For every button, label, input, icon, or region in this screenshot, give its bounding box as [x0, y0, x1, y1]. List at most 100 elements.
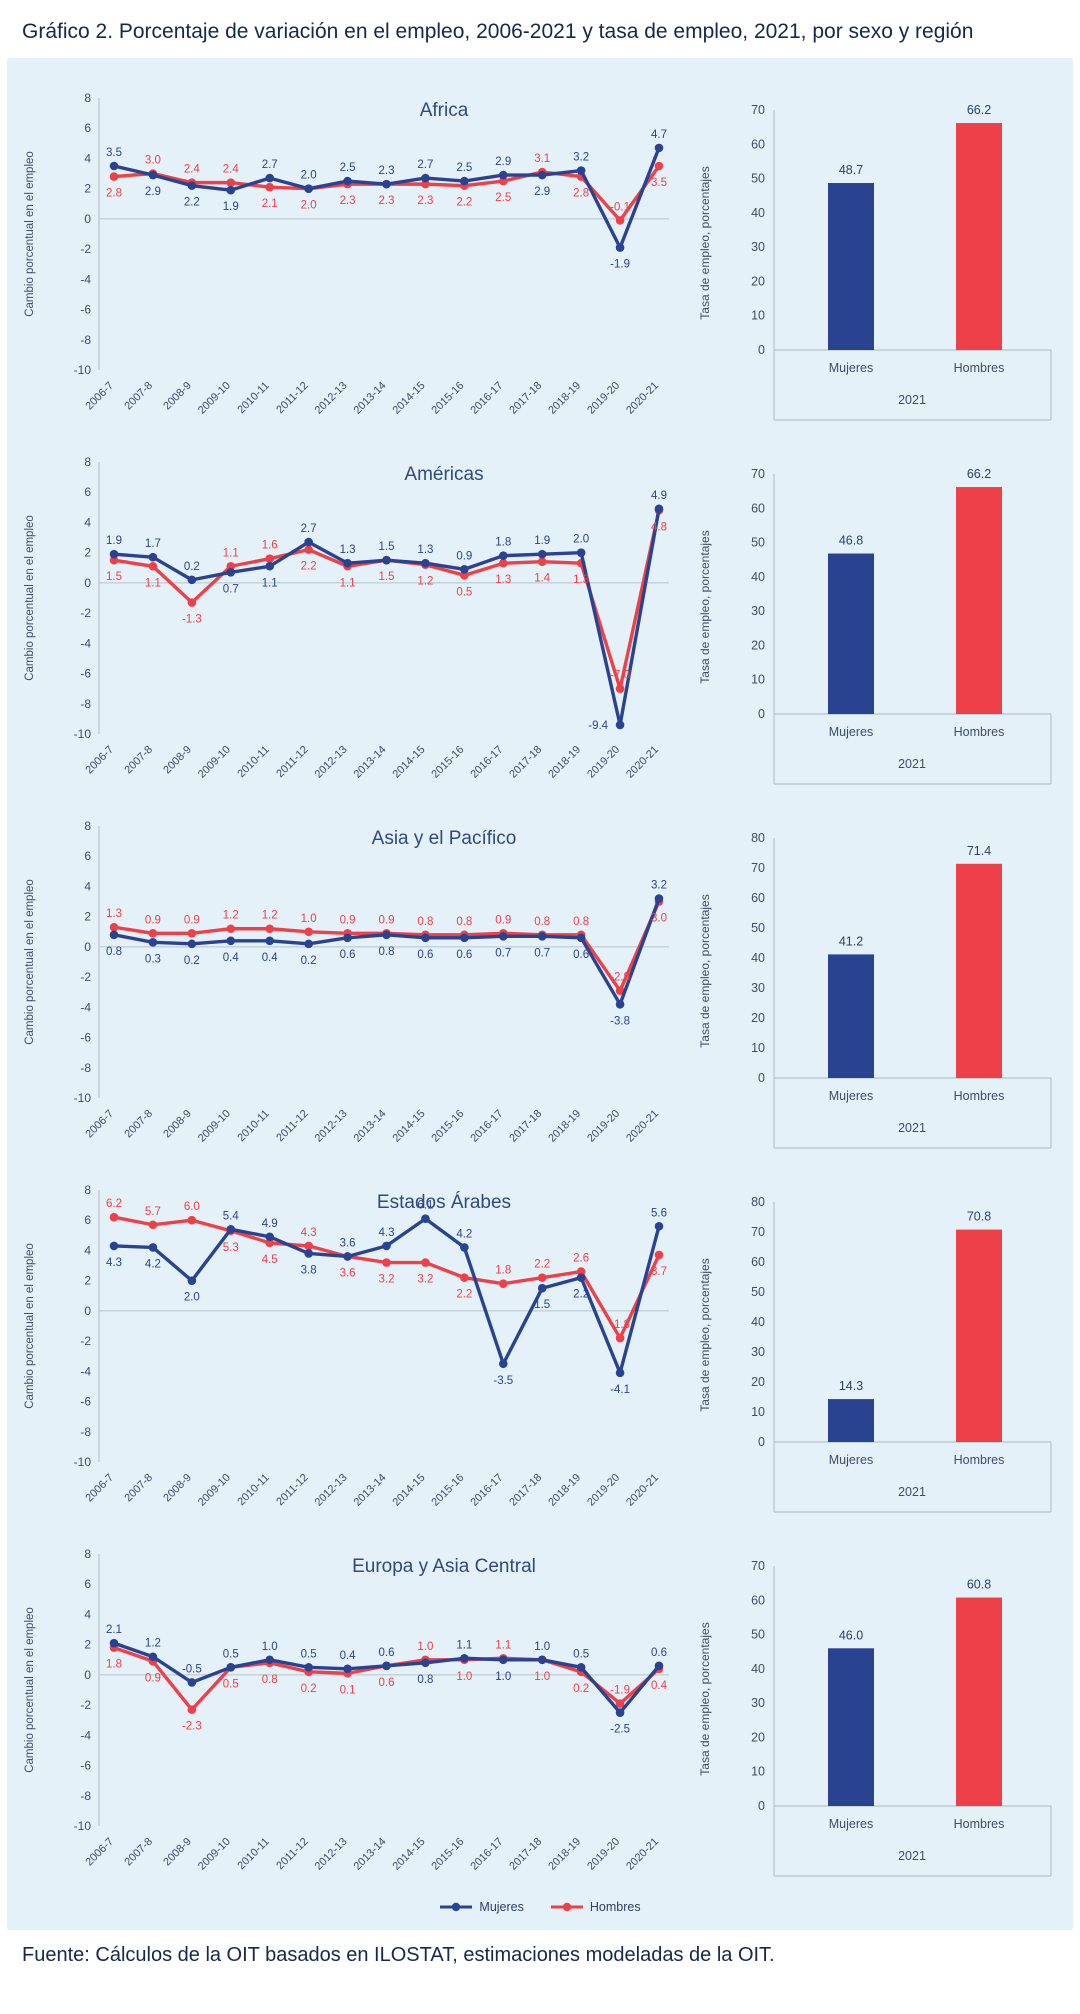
line-chart-estados-arabes: 8 6 4 2 0 -2 -4 -6 -8 -10 Cambio porcentual en el … [24, 1183, 669, 1508]
data-label-mujeres: 1.5 [379, 541, 395, 553]
x-tick-label: 2018-19 [546, 743, 583, 780]
data-label-hombres: 1.0 [417, 1640, 433, 1652]
x-tick-label: 2009-10 [196, 1471, 233, 1508]
bar-y-tick-label: 0 [758, 1435, 765, 1449]
marker-hombres [226, 177, 236, 187]
marker-hombres [148, 561, 158, 571]
data-label-mujeres: 0.9 [456, 550, 472, 562]
marker-hombres [460, 1272, 469, 1282]
x-tick-label: 2007-8 [122, 379, 155, 412]
data-label-hombres: -2.3 [182, 1720, 202, 1732]
bar-y-tick-label: 50 [751, 1285, 765, 1299]
marker-hombres [421, 179, 430, 188]
marker-mujeres [460, 176, 469, 185]
y-tick-label: 0 [84, 1667, 91, 1681]
x-tick-label: 2011-12 [274, 1835, 310, 1871]
y-tick-label: 8 [84, 455, 91, 469]
bar-year-label: 2021 [898, 1849, 926, 1863]
chart-title: Américas [404, 464, 483, 485]
marker-mujeres [265, 561, 275, 571]
data-label-hombres: 1.4 [534, 572, 551, 584]
bar-hombres [956, 1229, 1002, 1442]
marker-mujeres [304, 1662, 313, 1672]
bar-category-label: Hombres [954, 1453, 1005, 1467]
x-tick-label: 2010-11 [235, 1107, 271, 1143]
marker-mujeres [343, 176, 352, 185]
line-chart-europa-y-asia-central: 8 6 4 2 0 -2 -4 -6 -8 -10 Cambio porcentual en el … [24, 1547, 669, 1872]
marker-hombres [537, 1272, 547, 1282]
data-label-mujeres: 5.6 [651, 1207, 667, 1219]
marker-mujeres [654, 1221, 664, 1231]
bar-y-tick-label: 50 [751, 1627, 765, 1641]
y-tick-label: 8 [84, 1183, 91, 1197]
data-label-mujeres: 1.0 [495, 1670, 511, 1682]
x-tick-label: 2013-14 [352, 379, 389, 416]
x-tick-label: 2020-21 [624, 1835, 661, 1872]
bar-value-label: 70.8 [967, 1209, 991, 1223]
marker-mujeres [576, 1662, 586, 1672]
x-tick-label: 2010-11 [235, 1835, 271, 1871]
panel-estados-arabes: 8 6 4 2 0 -2 -4 -6 -8 -10 Cambio porcentual en el … [19, 1160, 1061, 1524]
marker-mujeres [187, 939, 197, 948]
marker-hombres [382, 1257, 391, 1267]
x-tick-label: 2014-15 [391, 379, 428, 416]
page-title: Gráfico 2. Porcentaje de variación en el… [22, 20, 974, 43]
marker-mujeres [654, 893, 664, 903]
y-tick-label: -6 [80, 666, 91, 680]
marker-mujeres [421, 1657, 430, 1667]
x-tick-label: 2018-19 [546, 1835, 583, 1872]
marker-mujeres [148, 170, 158, 179]
data-label-mujeres: 0.5 [573, 1648, 589, 1660]
bar-y-axis-title: Tasa de empleo, porcentajes [698, 1622, 712, 1775]
y-axis-ticks: 8 6 4 2 0 -2 -4 -6 -8 -10 [74, 1547, 92, 1833]
data-label-hombres: 5.3 [223, 1241, 239, 1253]
x-tick-label: 2017-18 [507, 1471, 544, 1508]
data-label-mujeres: 1.7 [145, 538, 161, 550]
data-label-hombres: -1.9 [610, 1684, 630, 1696]
x-tick-label: 2015-16 [429, 1107, 466, 1144]
x-tick-label: 2008-9 [161, 1471, 194, 1504]
data-label-mujeres: 2.2 [184, 196, 200, 208]
marker-mujeres [187, 1275, 197, 1285]
data-label-mujeres: 4.9 [262, 1217, 278, 1229]
data-label-mujeres: 1.3 [417, 544, 433, 556]
marker-mujeres [109, 1241, 119, 1250]
x-tick-label: 2015-16 [429, 379, 466, 416]
data-label-mujeres: -3.5 [493, 1374, 513, 1386]
bar-value-label: 46.8 [839, 533, 863, 547]
x-tick-label: 2007-8 [122, 1835, 155, 1868]
legend-label-hombres: Hombres [589, 1899, 641, 1914]
marker-mujeres [576, 165, 586, 175]
bar-value-label: 46.0 [839, 1628, 863, 1642]
x-tick-label: 2019-20 [585, 743, 622, 780]
marker-mujeres [226, 185, 236, 194]
data-label-mujeres: 0.5 [223, 1648, 239, 1660]
marker-hombres [498, 176, 508, 185]
bar-y-tick-label: 80 [751, 831, 765, 845]
bar-y-tick-label: 10 [751, 308, 765, 322]
bar-hombres [956, 1597, 1002, 1806]
data-label-mujeres: 5.4 [223, 1210, 240, 1222]
marker-mujeres [615, 999, 625, 1009]
marker-hombres [265, 182, 275, 191]
bar-y-tick-label: 40 [751, 205, 765, 219]
marker-mujeres [537, 170, 547, 179]
y-tick-label: -2 [80, 1334, 91, 1348]
marker-hombres [498, 1278, 508, 1288]
data-label-mujeres: 0.4 [223, 951, 240, 963]
y-tick-label: 8 [84, 91, 91, 105]
bar-y-ticks: 0 10 20 30 40 50 60 70 [751, 1559, 765, 1813]
x-tick-label: 2014-15 [391, 743, 428, 780]
bar-y-axis-title: Tasa de empleo, porcentajes [698, 530, 712, 683]
bar-category-label: Mujeres [829, 725, 873, 739]
x-tick-label: 2007-8 [122, 1107, 155, 1140]
bar-y-tick-label: 20 [751, 1011, 765, 1025]
marker-mujeres [109, 1638, 119, 1647]
data-label-hombres: 0.9 [495, 914, 511, 926]
data-label-mujeres: 1.9 [223, 201, 239, 213]
bar-y-axis-title: Tasa de empleo, porcentajes [698, 166, 712, 319]
legend-marker-hombres-icon [550, 1902, 583, 1911]
marker-hombres [109, 171, 119, 181]
y-tick-label: -4 [80, 272, 91, 286]
x-tick-label: 2018-19 [546, 1471, 583, 1508]
